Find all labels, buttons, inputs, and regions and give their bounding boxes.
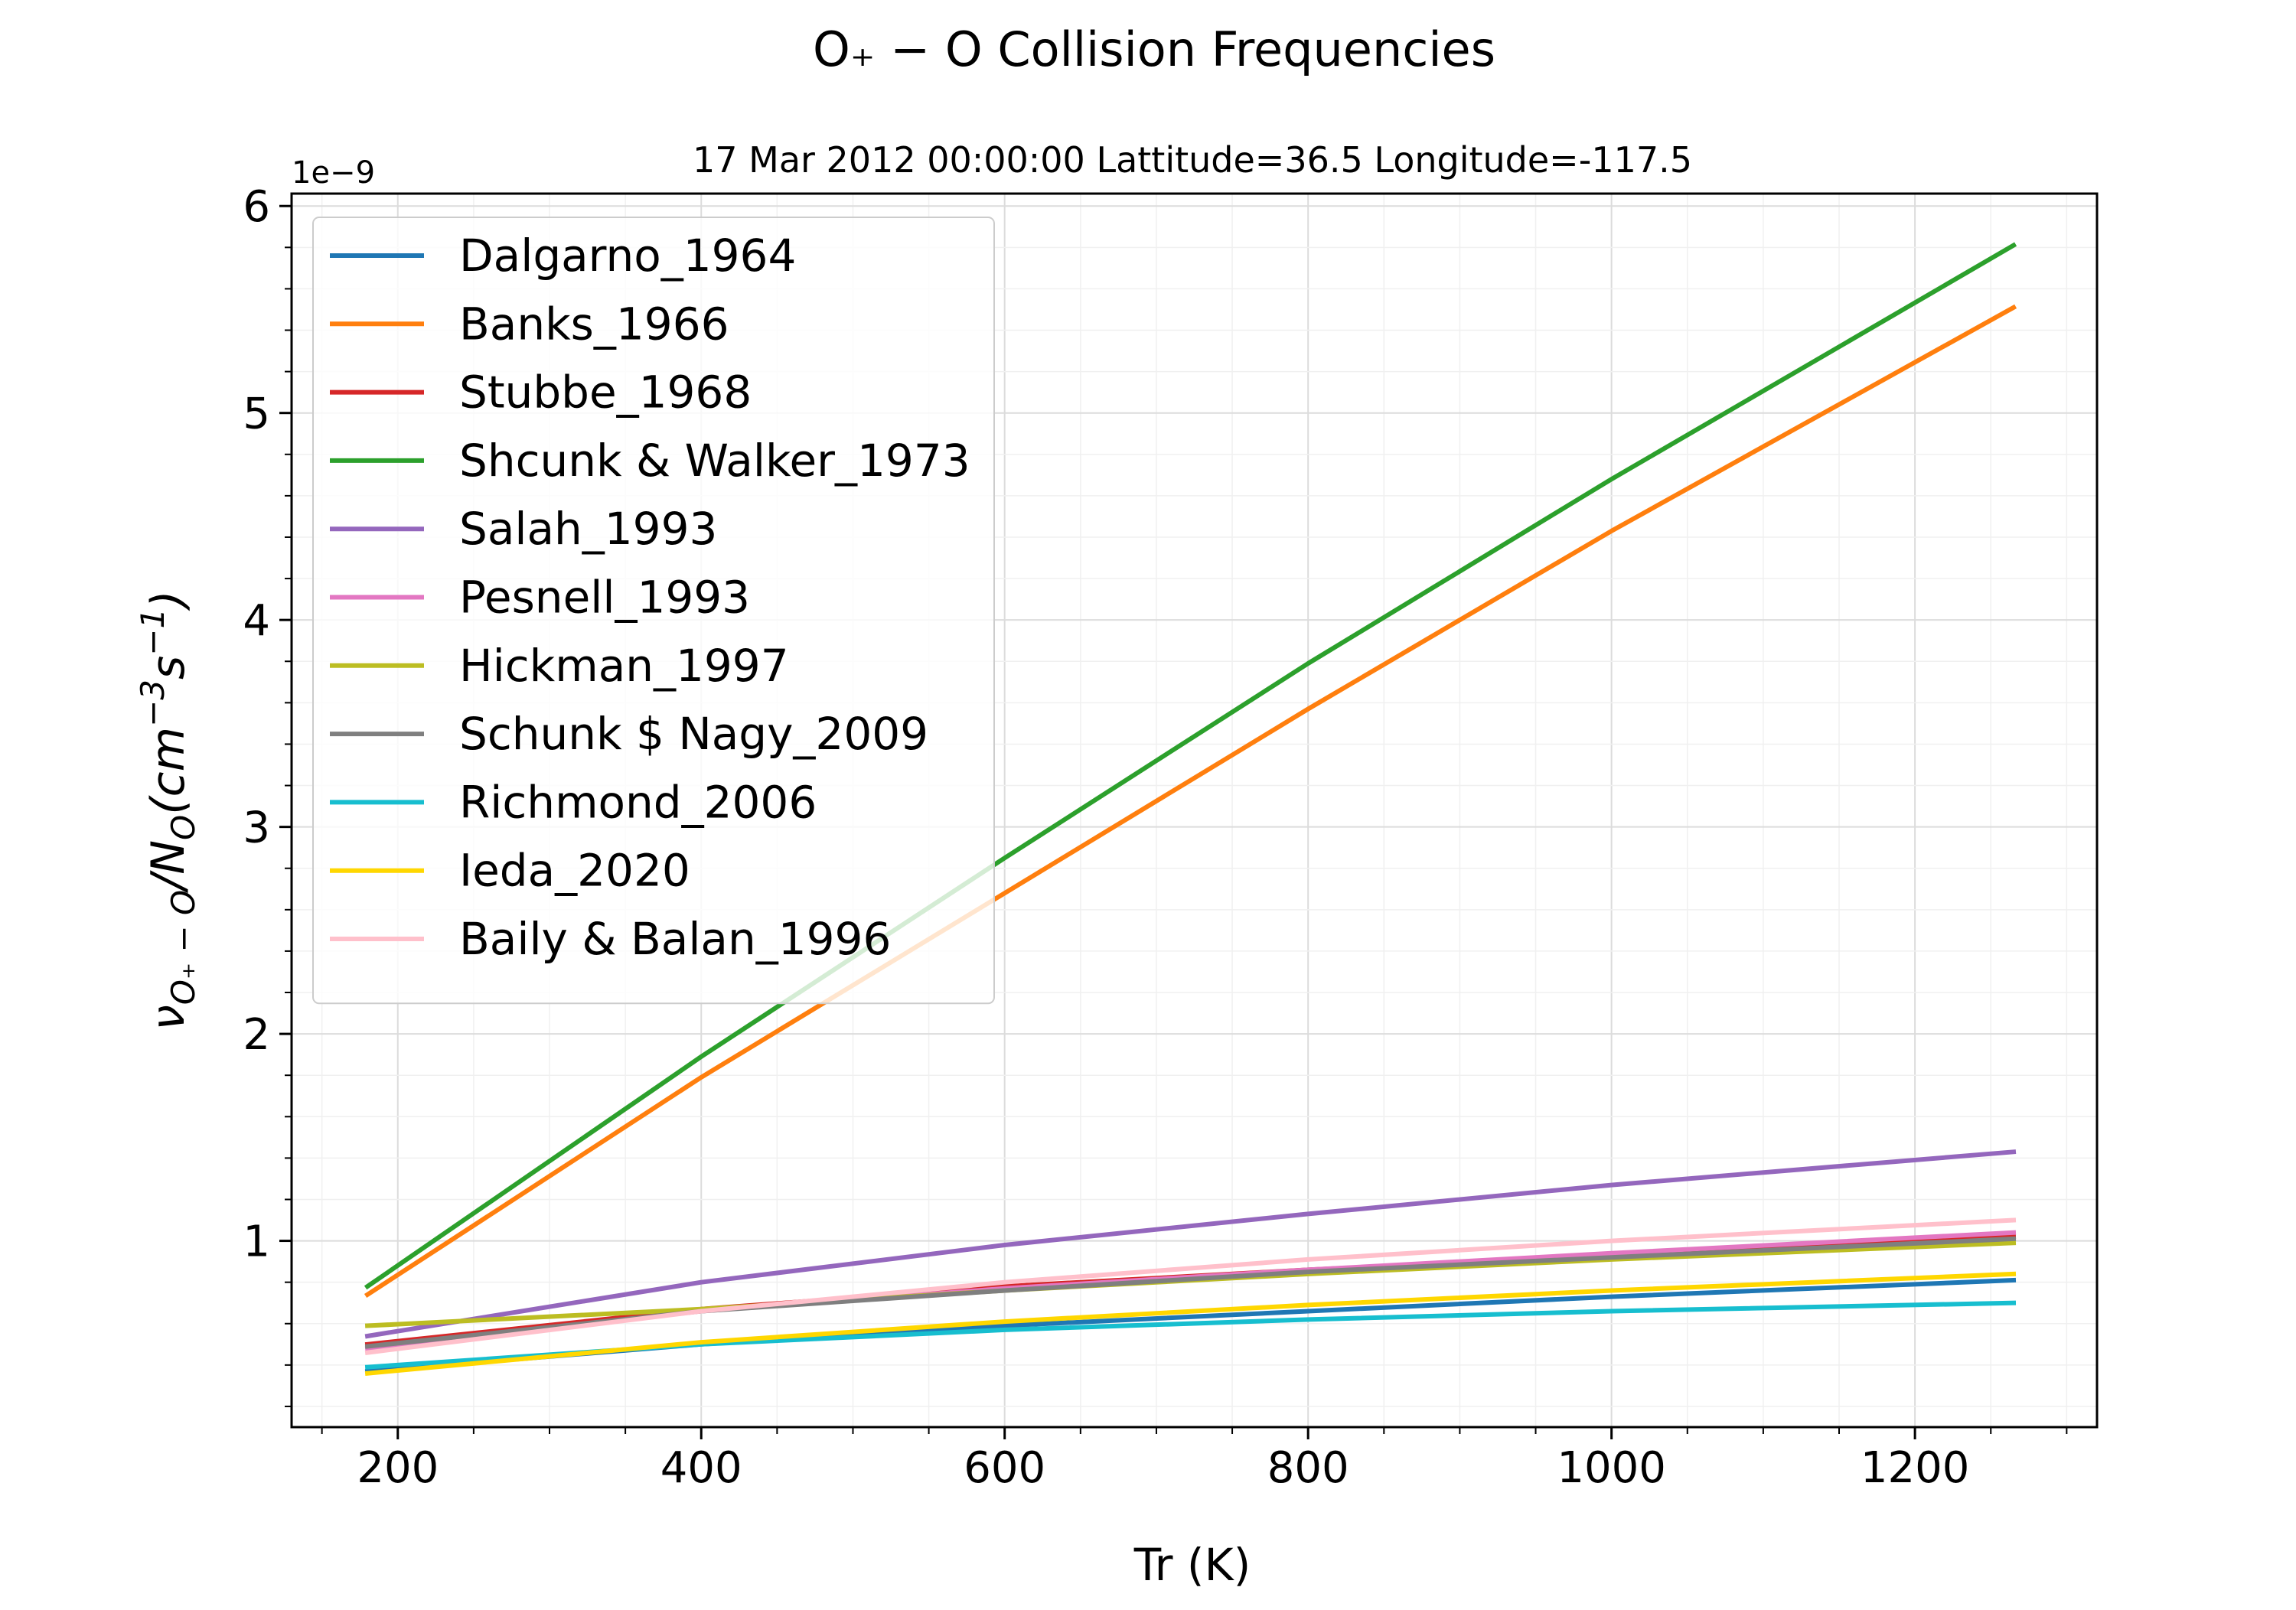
x-tick-label: 800 <box>1267 1443 1349 1493</box>
series-line-shcunk-walker-1973 <box>364 242 2017 1290</box>
series-line-baily-balan-1996 <box>364 1217 2017 1355</box>
y-axis-offset-label: 1e−9 <box>292 155 375 191</box>
chart-title: O₊ − O Collision Frequencies <box>813 21 1495 77</box>
legend-box <box>312 217 995 1005</box>
x-tick-label: 600 <box>964 1443 1045 1493</box>
legend-label-ieda-2020: Ieda_2020 <box>459 845 690 897</box>
y-tick-label: 2 <box>243 1010 270 1060</box>
legend-label-banks-1966: Banks_1966 <box>459 298 729 350</box>
series-line-salah-1993 <box>364 1149 2017 1339</box>
y-tick-label: 6 <box>243 182 270 232</box>
legend-label-hickman-1997: Hickman_1997 <box>459 640 789 692</box>
series-lines <box>364 242 2017 1376</box>
plot-area-frame <box>290 192 2099 1429</box>
x-tick-label: 200 <box>357 1443 439 1493</box>
y-tick-label: 1 <box>243 1217 270 1267</box>
series-line-ieda-2020 <box>364 1271 2017 1376</box>
y-tick-label: 4 <box>243 596 270 646</box>
chart-subtitle: 17 Mar 2012 00:00:00 Lattitude=36.5 Long… <box>693 139 1692 181</box>
legend-label-salah-1993: Salah_1993 <box>459 503 717 555</box>
y-axis-label: νO₊ − O/NO(cm−3s−1) <box>134 590 202 1030</box>
legend-label-schunk-nagy-2009: Schunk $ Nagy_2009 <box>459 708 928 760</box>
axis-ticks: 200 400 600 800 1000 1200 1 2 3 4 5 6 <box>243 182 2068 1493</box>
legend-label-richmond-2006: Richmond_2006 <box>459 776 817 828</box>
y-tick-label: 3 <box>243 803 270 853</box>
legend-label-dalgarno-1964: Dalgarno_1964 <box>459 230 796 282</box>
x-tick-label: 1200 <box>1861 1443 1970 1493</box>
legend-label-shcunk-walker-1973: Shcunk & Walker_1973 <box>459 435 970 487</box>
y-tick-label: 5 <box>243 389 270 439</box>
legend-label-stubbe-1968: Stubbe_1968 <box>459 367 752 419</box>
legend-label-pesnell-1993: Pesnell_1993 <box>459 572 750 624</box>
legend-label-baily-balan-1996: Baily & Balan_1996 <box>459 913 891 965</box>
legend: Dalgarno_1964 Banks_1966 Stubbe_1968 Shcunk… <box>312 217 995 1005</box>
x-axis-label: Tr (K) <box>1133 1539 1251 1591</box>
x-tick-label: 400 <box>660 1443 742 1493</box>
series-line-banks-1966 <box>364 304 2017 1299</box>
x-tick-label: 1000 <box>1557 1443 1666 1493</box>
